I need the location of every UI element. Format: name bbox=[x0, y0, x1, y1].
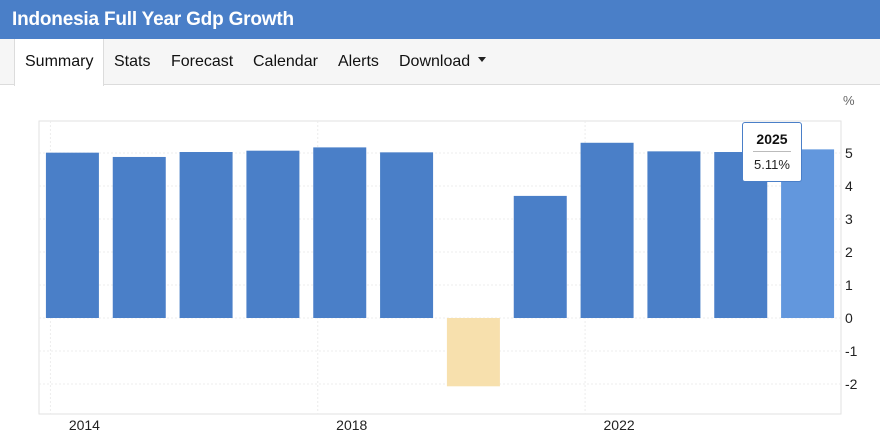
y-tick-label: 2 bbox=[845, 244, 853, 260]
bar-2021[interactable] bbox=[513, 195, 567, 318]
tab-calendar[interactable]: Calendar bbox=[253, 53, 318, 70]
x-tick-label: 2018 bbox=[336, 417, 367, 433]
unit-label: % bbox=[843, 93, 855, 108]
bar-2017[interactable] bbox=[246, 150, 300, 318]
tooltip-year: 2025 bbox=[753, 131, 791, 152]
x-tick-label: 2014 bbox=[69, 417, 100, 433]
y-axis-ticks: -2 -1 0 1 2 3 4 5 bbox=[845, 145, 858, 392]
x-tick-label: 2022 bbox=[604, 417, 635, 433]
y-tick-label: 0 bbox=[845, 310, 853, 326]
tab-download-label: Download bbox=[399, 53, 471, 70]
bar-2016[interactable] bbox=[179, 152, 233, 318]
y-tick-label: 1 bbox=[845, 277, 853, 293]
value-tooltip: 2025 5.11% bbox=[742, 122, 802, 182]
chevron-down-icon bbox=[478, 57, 487, 63]
bar-2018[interactable] bbox=[313, 147, 367, 318]
tooltip-value: 5.11% bbox=[754, 157, 790, 172]
y-tick-label: 5 bbox=[845, 145, 853, 161]
y-tick-label: 4 bbox=[845, 178, 853, 194]
tab-forecast[interactable]: Forecast bbox=[171, 53, 234, 70]
tab-bar: Summary Stats Forecast Calendar Alerts D… bbox=[0, 39, 880, 86]
tab-summary[interactable]: Summary bbox=[14, 39, 105, 86]
plot-frame bbox=[38, 120, 842, 415]
tab-download[interactable]: Download bbox=[399, 39, 487, 85]
tab-alerts[interactable]: Alerts bbox=[338, 53, 379, 70]
grid-lines bbox=[38, 120, 842, 415]
y-tick-label: 3 bbox=[845, 211, 853, 227]
y-tick-label: -1 bbox=[845, 343, 858, 359]
y-tick-label: -2 bbox=[845, 376, 858, 392]
bar-2023[interactable] bbox=[647, 151, 701, 318]
x-axis-ticks: 2014 2018 2022 bbox=[69, 417, 635, 433]
tab-stats[interactable]: Stats bbox=[114, 53, 151, 70]
bar-2019[interactable] bbox=[380, 152, 434, 318]
page-title: Indonesia Full Year Gdp Growth bbox=[0, 0, 880, 39]
bar-2022[interactable] bbox=[580, 142, 634, 318]
bar-2014[interactable] bbox=[45, 152, 99, 318]
bar-2015[interactable] bbox=[112, 156, 166, 318]
bar-2020[interactable] bbox=[446, 318, 500, 387]
bars bbox=[45, 142, 835, 387]
